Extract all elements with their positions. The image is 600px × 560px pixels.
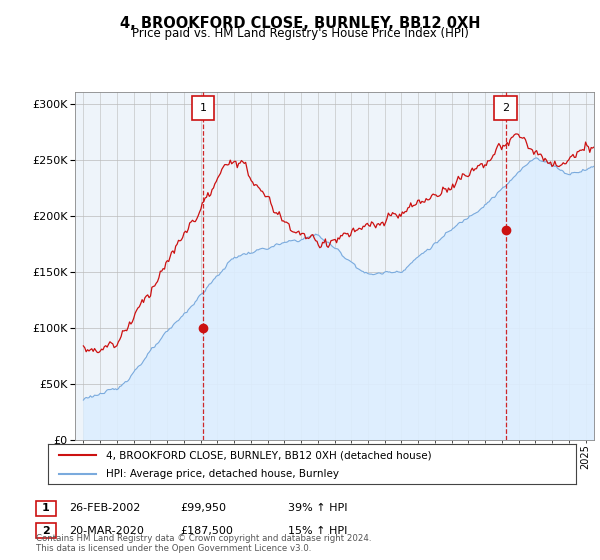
Text: £99,950: £99,950 [180,503,226,514]
Text: 26-FEB-2002: 26-FEB-2002 [69,503,140,514]
Text: 20-MAR-2020: 20-MAR-2020 [69,526,144,536]
Text: HPI: Average price, detached house, Burnley: HPI: Average price, detached house, Burn… [106,469,339,479]
Text: £187,500: £187,500 [180,526,233,536]
FancyBboxPatch shape [494,96,517,120]
Text: 2: 2 [502,103,509,113]
Text: 39% ↑ HPI: 39% ↑ HPI [288,503,347,514]
Text: Contains HM Land Registry data © Crown copyright and database right 2024.
This d: Contains HM Land Registry data © Crown c… [36,534,371,553]
FancyBboxPatch shape [191,96,214,120]
Text: 4, BROOKFORD CLOSE, BURNLEY, BB12 0XH: 4, BROOKFORD CLOSE, BURNLEY, BB12 0XH [120,16,480,31]
Text: Price paid vs. HM Land Registry's House Price Index (HPI): Price paid vs. HM Land Registry's House … [131,27,469,40]
Text: 1: 1 [200,103,206,113]
Text: 2: 2 [42,526,50,536]
Text: 4, BROOKFORD CLOSE, BURNLEY, BB12 0XH (detached house): 4, BROOKFORD CLOSE, BURNLEY, BB12 0XH (d… [106,450,432,460]
Text: 1: 1 [42,503,50,514]
Text: 15% ↑ HPI: 15% ↑ HPI [288,526,347,536]
